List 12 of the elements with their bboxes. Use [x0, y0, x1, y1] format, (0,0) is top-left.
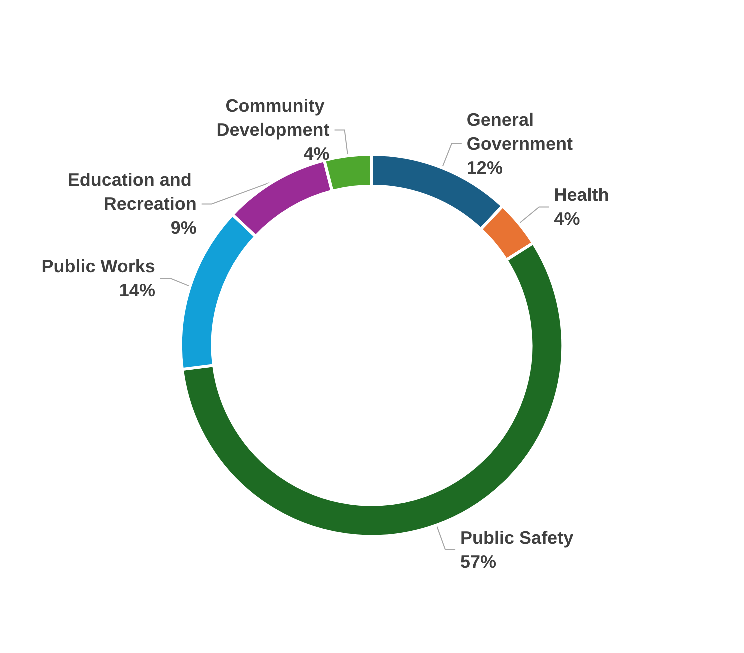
slice-label: General Government [466, 110, 573, 154]
data-label: 14% [119, 280, 156, 301]
slice-label: Education and Recreation [68, 170, 197, 214]
data-label: 12% [466, 158, 503, 178]
slice-label: Public Safety [460, 528, 574, 548]
slice-label: Community Development [216, 96, 330, 140]
slice-label: Health [554, 185, 610, 206]
data-label: 4% [554, 209, 580, 230]
slice-label: Public Works [42, 256, 156, 277]
data-label: 57% [460, 552, 497, 572]
data-label: 9% [170, 218, 197, 238]
data-label: 4% [304, 144, 330, 164]
